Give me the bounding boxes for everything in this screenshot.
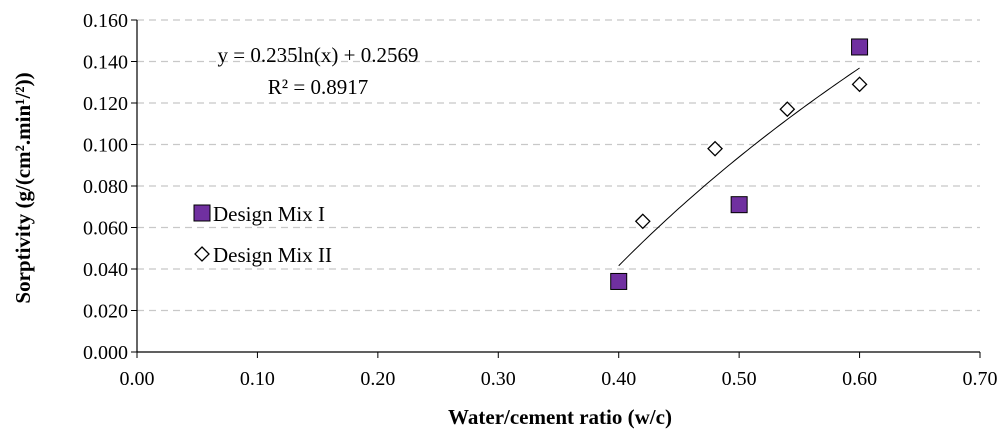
x-tick-label: 0.10 (240, 368, 275, 390)
legend-label-design-mix-i: Design Mix I (213, 202, 325, 226)
x-tick-label: 0.50 (722, 368, 757, 390)
x-tick-label: 0.60 (842, 368, 877, 390)
point-design-mix-ii (634, 213, 651, 230)
y-tick-label: 0.100 (83, 135, 128, 157)
y-tick-label: 0.140 (83, 52, 128, 74)
legend-marker-design-mix-i (193, 204, 211, 222)
x-tick-label: 0.70 (963, 368, 998, 390)
y-tick-label: 0.120 (83, 93, 128, 115)
axes (131, 19, 981, 358)
point-design-mix-ii (851, 76, 868, 93)
x-tick-label: 0.40 (601, 368, 636, 390)
x-tick-labels: 0.00 0.10 0.20 0.30 0.40 0.50 0.60 0.70 (120, 368, 998, 390)
y-tick-label: 0.000 (83, 342, 128, 364)
point-design-mix-ii (707, 140, 723, 157)
y-tick-labels: 0.000 0.020 0.040 0.060 0.080 0.100 0.120 0.140… (83, 10, 128, 364)
y-tick-label: 0.160 (83, 10, 128, 32)
point-design-mix-i (851, 38, 869, 56)
x-tick-label: 0.20 (360, 368, 395, 390)
y-tick-label: 0.020 (83, 301, 128, 323)
point-design-mix-ii (779, 101, 796, 118)
grid-lines (137, 19, 980, 312)
data-points (610, 38, 869, 290)
y-tick-label: 0.040 (83, 259, 128, 281)
trendline-r-squared: R² = 0.8917 (268, 75, 368, 99)
y-tick-label: 0.080 (83, 176, 128, 198)
legend-marker-design-mix-ii (194, 246, 210, 262)
point-design-mix-i (610, 272, 628, 290)
legend-label-design-mix-ii: Design Mix II (213, 243, 332, 267)
y-tick-label: 0.060 (83, 218, 128, 240)
x-tick-label: 0.30 (481, 368, 516, 390)
x-tick-label: 0.00 (120, 368, 155, 390)
trendline-equation: y = 0.235ln(x) + 0.2569 (217, 43, 418, 67)
point-design-mix-i (730, 196, 748, 214)
y-axis-title: Sorptivity (g/(cm².min¹/²)) (11, 72, 35, 303)
x-axis-title: Water/cement ratio (w/c) (448, 405, 672, 429)
trendline-curve (618, 67, 860, 267)
legend: Design Mix I Design Mix II (193, 202, 332, 267)
trendline (618, 67, 860, 267)
